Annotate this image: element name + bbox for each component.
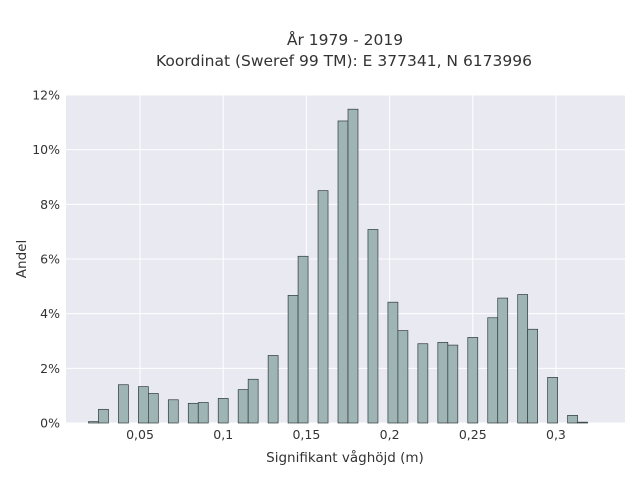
chart-title-line-1: År 1979 - 2019 (287, 30, 403, 49)
y-axis-ticks: 0% 2% 4% 6% 8% 10% 12% (32, 88, 60, 431)
histogram-bar (138, 386, 149, 424)
x-axis-ticks: 0,05 0,1 0,15 0,2 0,25 0,3 (126, 427, 566, 442)
histogram-bar (237, 389, 249, 424)
y-tick-label: 4% (40, 306, 60, 321)
y-tick-label: 2% (40, 361, 60, 376)
x-axis-title: Signifikant våghöjd (m) (266, 449, 424, 466)
y-tick-label: 0% (40, 416, 60, 431)
histogram-bar (317, 190, 329, 424)
histogram-bar (437, 342, 449, 424)
bars (88, 108, 588, 424)
histogram-bar (367, 229, 379, 424)
histogram-bar (487, 317, 499, 424)
histogram-bar (267, 355, 279, 424)
x-tick-label: 0,25 (459, 427, 487, 442)
histogram-bar (387, 301, 399, 424)
histogram-bar (567, 415, 578, 424)
histogram-bar (217, 398, 229, 424)
y-tick-label: 12% (32, 88, 60, 103)
histogram-bar (197, 402, 209, 424)
x-tick-label: 0,05 (126, 427, 154, 442)
histogram-bar (527, 328, 538, 424)
histogram-bar (167, 399, 179, 424)
histogram-bar (397, 330, 409, 424)
histogram-bar (337, 120, 349, 424)
x-tick-label: 0,1 (213, 427, 233, 442)
histogram-bar (547, 377, 558, 424)
x-tick-label: 0,3 (546, 427, 566, 442)
histogram-bar (88, 421, 99, 424)
histogram-bar (297, 255, 309, 424)
y-tick-label: 8% (40, 197, 60, 212)
histogram-bar (467, 337, 479, 424)
y-tick-label: 6% (40, 252, 60, 267)
histogram-bar (118, 384, 129, 424)
histogram-bar (148, 393, 159, 424)
y-tick-label: 10% (32, 142, 60, 157)
y-axis-title: Andel (14, 240, 30, 278)
histogram-bar (287, 295, 299, 424)
histogram-bar (497, 297, 509, 424)
x-tick-label: 0,15 (292, 427, 320, 442)
histogram-bar (517, 294, 529, 424)
histogram-bar (577, 421, 588, 424)
chart-title-line-2: Koordinat (Sweref 99 TM): E 377341, N 61… (156, 52, 532, 70)
x-tick-label: 0,2 (380, 427, 400, 442)
histogram-bar (347, 108, 359, 424)
histogram-bar (187, 402, 199, 424)
histogram-bar (417, 343, 429, 424)
histogram-bar (98, 408, 109, 424)
histogram-bar (247, 378, 259, 424)
histogram-bar (447, 344, 459, 424)
